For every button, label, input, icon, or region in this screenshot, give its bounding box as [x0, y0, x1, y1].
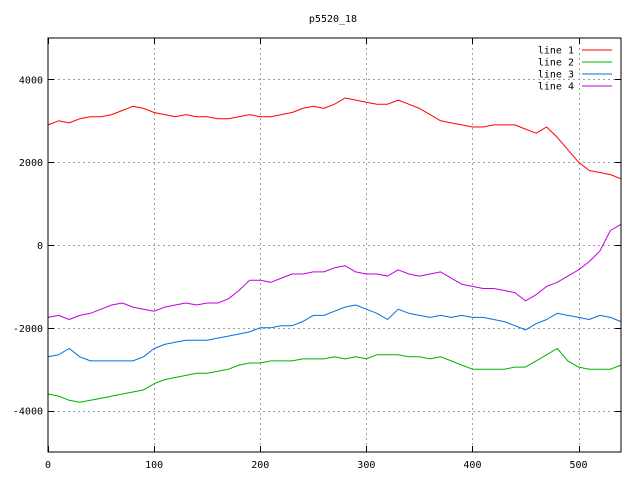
- legend-label: line 4: [538, 82, 574, 93]
- axis-ticks: 0 100 200 300 400 500 -4000 -2000 0 2000 4000: [13, 38, 621, 471]
- legend-label: line 2: [538, 58, 574, 69]
- y-tick-label: -2000: [13, 324, 43, 335]
- x-tick-label: 200: [251, 460, 269, 471]
- y-tick-label: 0: [37, 241, 43, 252]
- series-layer: [47, 97, 622, 403]
- grid: [48, 38, 621, 452]
- x-tick-label: 500: [570, 460, 588, 471]
- series-line-2: [47, 348, 622, 403]
- x-tick-label: 100: [145, 460, 163, 471]
- series-line-4: [47, 223, 622, 320]
- series-line-3: [47, 304, 622, 362]
- x-tick-label: 0: [45, 460, 51, 471]
- legend-label: line 3: [538, 70, 574, 81]
- y-tick-label: 2000: [19, 158, 43, 169]
- y-tick-label: 4000: [19, 75, 43, 86]
- y-tick-label: -4000: [13, 407, 43, 418]
- x-tick-label: 300: [357, 460, 375, 471]
- legend-label: line 1: [538, 46, 574, 57]
- x-tick-label: 400: [463, 460, 481, 471]
- series-line-1: [47, 97, 622, 180]
- chart-title: p5520_18: [309, 14, 357, 25]
